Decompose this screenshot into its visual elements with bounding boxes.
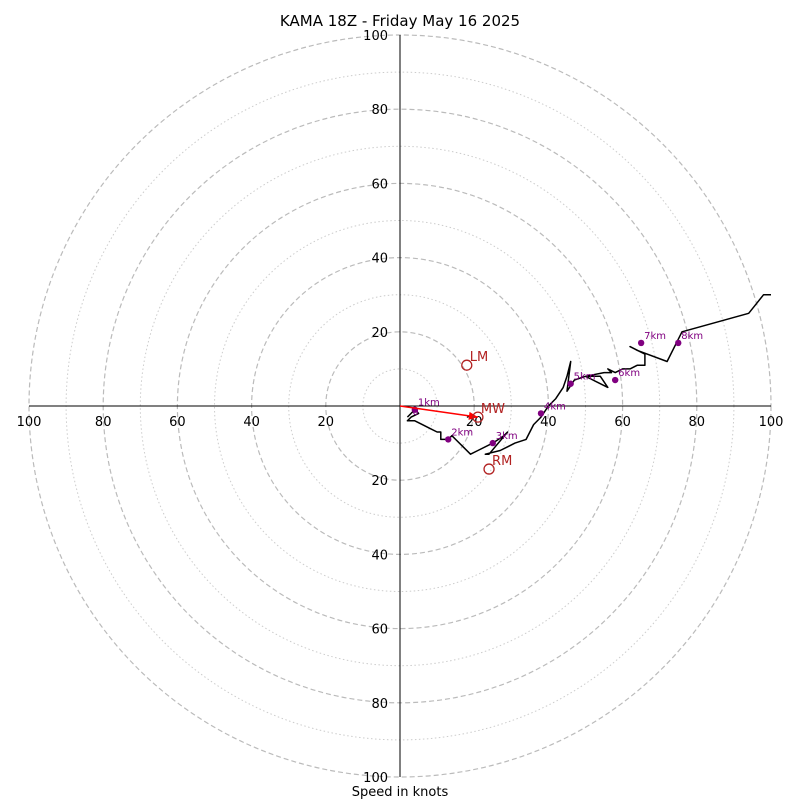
x-tick-label: 100	[17, 415, 42, 430]
storm-motion-label: LM	[470, 350, 488, 365]
x-tick-label: 60	[614, 415, 631, 430]
y-tick-label: 80	[371, 103, 388, 118]
height-marker-point	[675, 339, 682, 347]
height-marker-label: 3km	[496, 431, 518, 442]
y-tick-label: 20	[371, 326, 388, 341]
height-marker-label: 8km	[681, 331, 703, 342]
height-marker-point	[489, 439, 496, 447]
y-tick-label: 40	[371, 252, 388, 267]
x-axis-label: Speed in knots	[352, 785, 449, 800]
y-tick-label: 20	[371, 474, 388, 489]
storm-motions: LM MW RM	[399, 350, 512, 475]
wind-trace	[406, 293, 771, 455]
hodograph-trace	[406, 293, 771, 455]
mean-wind-vector	[399, 405, 479, 418]
y-tick-label: 100	[363, 29, 388, 44]
storm-motion-marker	[483, 463, 495, 475]
x-tick-label: 80	[95, 415, 112, 430]
y-tick-label: 80	[371, 697, 388, 712]
x-tick-label: 40	[243, 415, 260, 430]
height-marker-label: 2km	[451, 427, 473, 438]
height-marker-label: 1km	[418, 398, 440, 409]
y-tick-label: 60	[371, 177, 388, 192]
x-tick-label: 80	[689, 415, 706, 430]
height-marker-point	[567, 380, 574, 387]
x-tick-label: 100	[759, 415, 784, 430]
chart-title: KAMA 18Z - Friday May 16 2025	[280, 12, 520, 30]
height-marker-label: 6km	[618, 368, 640, 379]
height-marker-point	[611, 376, 619, 384]
storm-motion-label: MW	[481, 402, 505, 417]
y-tick-label: 40	[371, 548, 388, 563]
height-marker-point	[637, 339, 645, 347]
tick-labels: 100 80 60 40 20 20 40 60 80 100100806040202040608…	[17, 29, 784, 786]
height-marker-point	[537, 410, 545, 417]
storm-motion-marker	[472, 411, 484, 423]
height-marker-label: 5km	[574, 372, 596, 383]
height-marker-label: 4km	[544, 401, 566, 412]
x-tick-label: 60	[169, 415, 186, 430]
height-marker-label: 7km	[644, 331, 666, 342]
height-marker-point	[445, 436, 452, 443]
y-tick-label: 60	[371, 623, 388, 638]
x-tick-label: 40	[540, 415, 557, 430]
storm-motion-marker	[461, 359, 473, 371]
storm-motion-label: RM	[492, 454, 512, 469]
y-tick-label: 100	[363, 771, 388, 786]
x-tick-label: 20	[318, 415, 335, 430]
